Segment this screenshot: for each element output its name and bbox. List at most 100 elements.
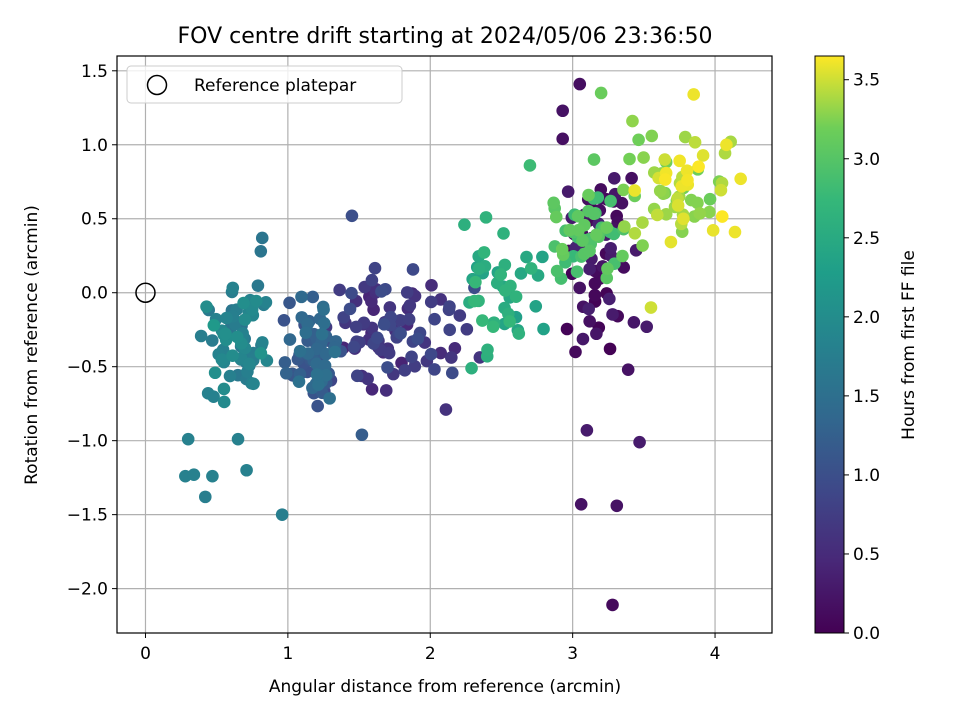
data-point xyxy=(499,284,512,297)
data-point xyxy=(247,377,260,391)
data-point xyxy=(494,268,508,281)
data-point xyxy=(556,132,569,146)
data-point xyxy=(259,296,273,309)
data-point xyxy=(283,296,296,310)
data-point xyxy=(424,347,438,361)
data-point xyxy=(569,345,582,359)
data-point xyxy=(714,183,728,197)
data-point xyxy=(503,315,516,328)
data-point xyxy=(606,308,619,321)
data-point xyxy=(497,227,510,240)
data-point xyxy=(610,499,624,513)
data-point xyxy=(428,312,441,326)
data-point xyxy=(590,228,603,242)
data-point xyxy=(231,432,245,446)
data-point xyxy=(477,246,491,259)
data-point xyxy=(217,395,231,409)
data-point xyxy=(254,244,268,258)
data-point xyxy=(603,342,617,356)
data-point xyxy=(479,211,493,224)
data-point xyxy=(310,368,324,381)
data-point xyxy=(549,210,563,224)
data-point xyxy=(673,154,686,168)
colorbar-label: Hours from first FF file xyxy=(899,250,919,440)
data-point xyxy=(425,279,438,292)
data-point xyxy=(573,281,587,295)
data-point xyxy=(428,363,441,376)
data-point xyxy=(680,164,694,177)
data-point xyxy=(728,225,742,239)
data-point xyxy=(556,104,569,118)
data-point xyxy=(242,357,256,371)
data-point xyxy=(402,313,416,326)
data-point xyxy=(650,208,664,222)
data-point xyxy=(523,159,537,172)
data-point xyxy=(411,332,425,346)
data-point xyxy=(603,292,616,306)
data-point xyxy=(445,366,459,380)
data-point xyxy=(481,343,494,357)
data-point xyxy=(664,235,678,249)
y-tick-label: 1.5 xyxy=(81,62,108,82)
data-point xyxy=(251,279,265,292)
y-tick-label: 0.5 xyxy=(81,210,108,230)
data-point xyxy=(465,361,478,375)
colorbar: 0.0 0.5 1.0 1.5 2.0 2.5 3.0 3.5 Hours from firs… xyxy=(814,55,919,644)
data-point xyxy=(443,323,457,337)
x-tick-label: 4 xyxy=(710,644,721,664)
data-point xyxy=(720,138,733,152)
data-point xyxy=(240,463,253,477)
data-point xyxy=(226,349,239,362)
data-point xyxy=(536,250,549,264)
data-point xyxy=(319,368,333,382)
data-point xyxy=(355,428,369,442)
data-point xyxy=(306,290,320,304)
data-point xyxy=(223,369,237,383)
data-point xyxy=(445,351,458,364)
data-point xyxy=(383,301,397,314)
data-point xyxy=(627,316,641,329)
data-point xyxy=(318,359,332,373)
data-point xyxy=(361,372,374,386)
data-point xyxy=(617,183,630,197)
data-point xyxy=(678,130,692,144)
colorbar-tick-label: 1.0 xyxy=(853,466,880,486)
data-point xyxy=(226,281,240,295)
data-point xyxy=(278,356,292,369)
colorbar-tick-label: 0.5 xyxy=(853,545,880,565)
data-point xyxy=(637,151,650,164)
data-point xyxy=(583,262,596,276)
data-point xyxy=(220,311,233,325)
data-point xyxy=(299,326,313,339)
data-point xyxy=(198,490,212,504)
data-point xyxy=(323,392,336,405)
data-point xyxy=(408,360,422,373)
reference-platepar-point xyxy=(135,282,156,303)
data-point xyxy=(405,350,418,364)
data-point xyxy=(460,322,474,336)
data-point xyxy=(343,302,357,316)
data-point xyxy=(512,327,526,340)
data-point xyxy=(439,403,453,416)
data-point xyxy=(472,262,486,275)
data-point xyxy=(600,221,614,234)
data-point xyxy=(312,378,325,392)
data-point xyxy=(237,296,250,310)
legend-label: Reference platepar xyxy=(194,76,356,96)
plot-frame xyxy=(116,55,773,634)
legend: Reference platepar xyxy=(126,65,403,104)
data-point xyxy=(607,172,621,185)
data-point xyxy=(345,286,358,300)
data-point xyxy=(317,303,330,316)
data-point xyxy=(381,361,394,374)
data-point xyxy=(254,347,268,360)
data-point xyxy=(692,160,705,173)
data-point xyxy=(181,432,195,446)
data-point xyxy=(560,322,574,336)
data-point xyxy=(600,271,614,285)
data-point xyxy=(658,153,672,166)
data-point xyxy=(671,199,685,212)
y-tick-label: −1.5 xyxy=(67,506,108,526)
data-point xyxy=(194,329,208,343)
data-point xyxy=(623,152,636,166)
